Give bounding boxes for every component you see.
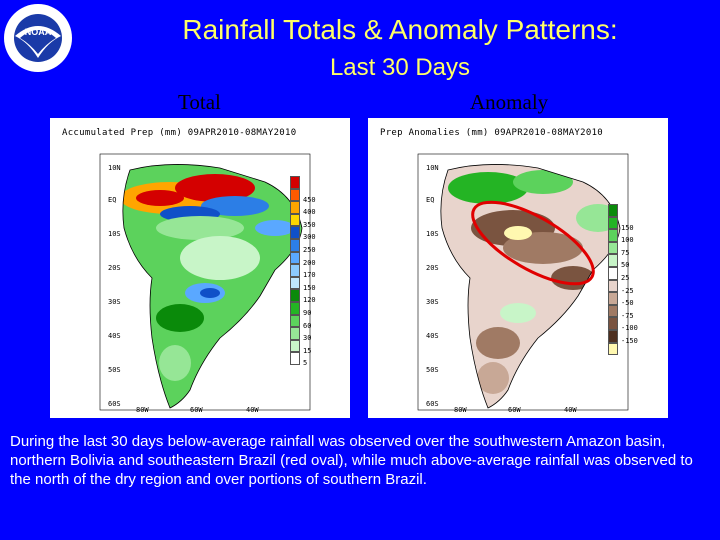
lat-label: 20S [108, 264, 121, 272]
lon-label: 60W [190, 406, 203, 414]
colorbar-value: -25 [621, 286, 634, 295]
lat-label: EQ [108, 196, 117, 204]
colorbar-swatch [290, 251, 300, 265]
colorbar-value: 75 [621, 248, 630, 257]
colorbar-value: 250 [303, 245, 316, 254]
colorbar-value: 120 [303, 296, 316, 305]
colorbar-value: -100 [621, 324, 638, 333]
colorbar-value: 90 [303, 308, 312, 317]
colorbar-swatch [290, 213, 300, 227]
colorbar-swatch [608, 342, 618, 356]
page-title: Rainfall Totals & Anomaly Patterns: [182, 14, 618, 45]
colorbar-swatch [290, 301, 300, 315]
colorbar-value: 150 [303, 283, 316, 292]
lat-label: EQ [426, 196, 435, 204]
colorbar-value: 30 [303, 334, 312, 343]
colorbar-swatch [608, 304, 618, 318]
colorbar-value: 25 [621, 273, 630, 282]
lat-label: 20S [426, 264, 439, 272]
colorbar-swatch [290, 289, 300, 302]
total-map-title: Accumulated Prep (mm) 09APR2010-08MAY201… [62, 128, 297, 138]
lon-label: 60W [508, 406, 521, 414]
lat-label: 60S [108, 400, 121, 408]
colorbar-swatch [290, 188, 300, 202]
colorbar-swatch [290, 339, 300, 353]
lat-label: 10N [426, 164, 439, 172]
lat-label: 10N [108, 164, 121, 172]
colorbar-value: -75 [621, 311, 634, 320]
colorbar-swatch [290, 327, 300, 340]
anomaly-map [417, 153, 629, 411]
total-map [99, 153, 311, 411]
colorbar-value: -150 [621, 336, 638, 345]
colorbar-swatch [608, 329, 618, 343]
lat-label: 10S [426, 230, 439, 238]
lon-label: 80W [454, 406, 467, 414]
colorbar-value: 5 [303, 359, 308, 368]
caption: During the last 30 days below-average ra… [10, 433, 693, 488]
lat-label: 50S [108, 366, 121, 374]
colorbar-value: 350 [303, 220, 316, 229]
colorbar-swatch [608, 229, 618, 242]
colorbar-swatch [608, 254, 618, 267]
colorbar-swatch [608, 292, 618, 305]
colorbar-value: 150 [621, 223, 634, 232]
lon-label: 80W [136, 406, 149, 414]
colorbar-swatch [290, 176, 300, 189]
noaa-logo: NOAA [2, 2, 74, 74]
colorbar-swatch [290, 201, 300, 214]
lon-label: 40W [246, 406, 259, 414]
colorbar-value: 300 [303, 233, 316, 242]
total-map-panel: Accumulated Prep (mm) 09APR2010-08MAY201… [50, 118, 350, 418]
lat-label: 30S [426, 298, 439, 306]
lat-label: 10S [108, 230, 121, 238]
colorbar-swatch [608, 266, 618, 280]
colorbar-swatch [290, 238, 300, 252]
colorbar-value: 200 [303, 258, 316, 267]
colorbar-swatch [608, 279, 618, 293]
colorbar-value: 170 [303, 271, 316, 280]
lon-label: 40W [564, 406, 577, 414]
colorbar-swatch [608, 317, 618, 330]
lat-label: 60S [426, 400, 439, 408]
colorbar-swatch [608, 204, 618, 217]
logo-text: NOAA [25, 27, 52, 37]
colorbar-swatch [290, 226, 300, 239]
colorbar-value: 60 [303, 321, 312, 330]
total-label: Total [178, 90, 221, 114]
anomaly-label: Anomaly [470, 90, 549, 114]
page-subtitle: Last 30 Days [329, 54, 471, 81]
colorbar-value: 450 [303, 195, 316, 204]
colorbar-value: 100 [621, 236, 634, 245]
dry-region-oval [471, 200, 595, 286]
lat-label: 50S [426, 366, 439, 374]
lat-label: 40S [108, 332, 121, 340]
colorbar-value: -50 [621, 299, 634, 308]
colorbar-swatch [290, 314, 300, 328]
colorbar-swatch [608, 216, 618, 230]
anomaly-map-title: Prep Anomalies (mm) 09APR2010-08MAY2010 [380, 128, 604, 138]
colorbar-swatch [290, 276, 300, 290]
colorbar-swatch [290, 352, 300, 365]
anomaly-map-panel: Prep Anomalies (mm) 09APR2010-08MAY2010 … [368, 118, 668, 418]
colorbar-value: 50 [621, 261, 630, 270]
colorbar-swatch [608, 241, 618, 255]
colorbar-swatch [290, 264, 300, 277]
lat-label: 30S [108, 298, 121, 306]
colorbar-value: 400 [303, 208, 316, 217]
colorbar-value: 15 [303, 346, 312, 355]
lat-label: 40S [426, 332, 439, 340]
